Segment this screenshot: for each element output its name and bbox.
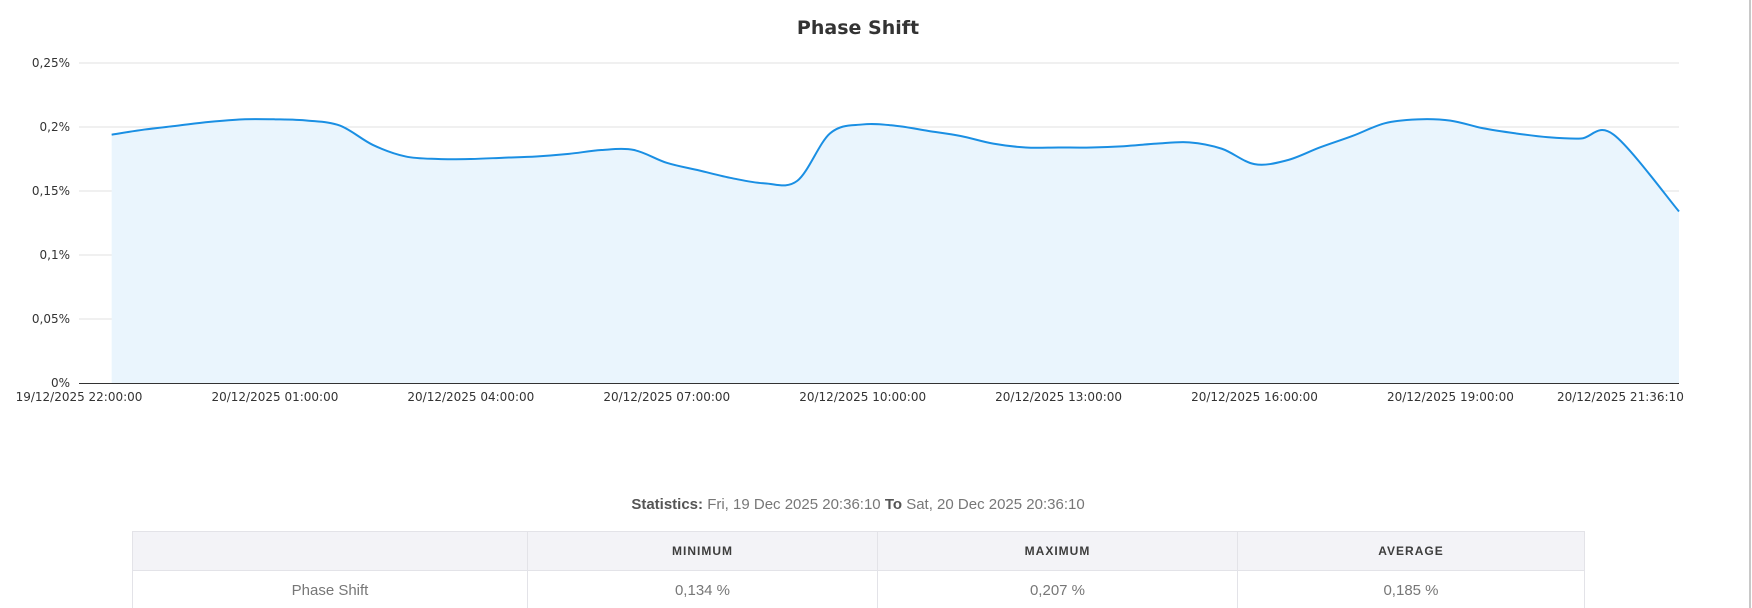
statistics-to: Sat, 20 Dec 2025 20:36:10 xyxy=(906,496,1085,513)
y-tick-label: 0,2% xyxy=(40,120,71,134)
column-header-average: AVERAGE xyxy=(1237,531,1585,571)
y-tick-label: 0% xyxy=(51,376,70,390)
x-tick-label: 20/12/2025 01:00:00 xyxy=(211,390,338,404)
statistics-from: Fri, 19 Dec 2025 20:36:10 xyxy=(707,496,881,513)
scrollbar-thumb[interactable] xyxy=(1749,0,1751,608)
x-axis-ticks: 19/12/2025 22:00:00 20/12/2025 01:00:00 20… xyxy=(16,390,1684,404)
y-tick-label: 0,05% xyxy=(32,312,70,326)
y-tick-label: 0,15% xyxy=(32,184,70,198)
series-line xyxy=(111,118,1680,213)
x-tick-label: 20/12/2025 04:00:00 xyxy=(407,390,534,404)
row-label: Phase Shift xyxy=(132,570,528,608)
statistics-label: Statistics: xyxy=(631,496,704,513)
x-tick-label: 20/12/2025 10:00:00 xyxy=(799,390,926,404)
x-tick-label: 20/12/2025 07:00:00 xyxy=(603,390,730,404)
y-axis-ticks: 0% 0,05% 0,1% 0,15% 0,2% 0,25% xyxy=(32,56,70,390)
x-tick-label: 20/12/2025 21:36:10 xyxy=(1557,390,1684,404)
statistics-header-row: MINIMUM MAXIMUM AVERAGE xyxy=(132,531,1585,571)
statistics-table: MINIMUM MAXIMUM AVERAGE Phase Shift 0,13… xyxy=(132,531,1585,608)
x-tick-label: 20/12/2025 19:00:00 xyxy=(1387,390,1514,404)
phase-shift-chart: Phase Shift 0% 0,05% 0,1% 0,15% 0,2% 0,25% 19… xyxy=(16,17,1684,404)
series-group xyxy=(111,118,1680,384)
minimum-value: 0,134 % xyxy=(527,570,878,608)
column-header-label xyxy=(132,531,528,571)
average-value: 0,185 % xyxy=(1237,570,1585,608)
vertical-scrollbar[interactable] xyxy=(1744,0,1752,608)
maximum-value: 0,207 % xyxy=(877,570,1238,608)
y-tick-label: 0,25% xyxy=(32,56,70,70)
statistics-to-word: To xyxy=(884,496,903,513)
chart-title: Phase Shift xyxy=(797,17,919,39)
table-row: Phase Shift 0,134 % 0,207 % 0,185 % xyxy=(132,570,1585,608)
column-header-minimum: MINIMUM xyxy=(527,531,878,571)
y-tick-label: 0,1% xyxy=(40,248,71,262)
statistics-header: Statistics: Fri, 19 Dec 2025 20:36:10 To… xyxy=(0,496,1716,513)
x-tick-label: 20/12/2025 16:00:00 xyxy=(1191,390,1318,404)
x-tick-label: 19/12/2025 22:00:00 xyxy=(16,390,143,404)
column-header-maximum: MAXIMUM xyxy=(877,531,1238,571)
series-area xyxy=(111,119,1679,384)
x-tick-label: 20/12/2025 13:00:00 xyxy=(995,390,1122,404)
